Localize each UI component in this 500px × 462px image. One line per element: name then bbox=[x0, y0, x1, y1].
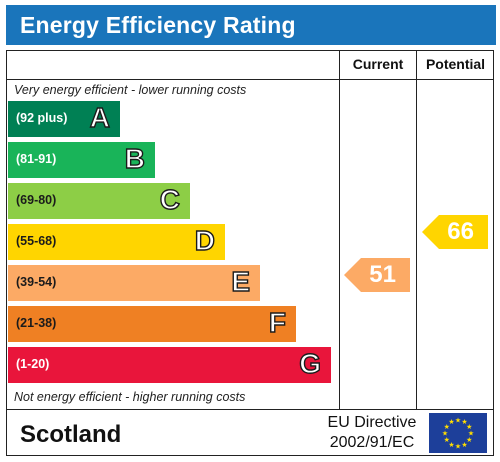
eu-star-icon: ★ bbox=[448, 418, 454, 426]
eu-star-icon: ★ bbox=[444, 423, 450, 431]
band-c-letter: C bbox=[159, 183, 181, 215]
eu-star-icon: ★ bbox=[455, 417, 461, 425]
band-a-range: (92 plus) bbox=[16, 111, 68, 125]
current-arrow-polygon bbox=[344, 258, 410, 292]
directive-line-1: EU Directive bbox=[327, 414, 417, 431]
band-d: (55-68) D bbox=[8, 224, 225, 260]
eu-star-icon: ★ bbox=[455, 443, 461, 451]
band-a: (92 plus) A bbox=[8, 101, 120, 137]
potential-rating-value: 66 bbox=[447, 218, 474, 245]
band-c-range: (69-80) bbox=[16, 193, 57, 207]
current-column-header: Current bbox=[352, 56, 404, 72]
current-rating-value: 51 bbox=[369, 261, 396, 288]
header-divider bbox=[6, 79, 494, 80]
band-b: (81-91) B bbox=[8, 142, 155, 178]
footer bbox=[6, 410, 494, 456]
band-e: (39-54) E bbox=[8, 265, 260, 301]
bottom-caption: Not energy efficient - higher running co… bbox=[14, 390, 246, 404]
eu-flag-icon: ★ ★ ★ ★ ★ ★ ★ ★ ★ ★ ★ ★ bbox=[429, 413, 487, 453]
band-g-letter: G bbox=[299, 347, 322, 379]
page-title: Energy Efficiency Rating bbox=[20, 12, 296, 38]
directive-line-2: 2002/91/EC bbox=[329, 434, 415, 451]
potential-rating-arrow: 66 bbox=[422, 215, 488, 249]
potential-arrow-polygon bbox=[422, 215, 488, 249]
band-f: (21-38) F bbox=[8, 306, 296, 342]
current-column-divider bbox=[339, 50, 340, 410]
band-c: (69-80) C bbox=[8, 183, 190, 219]
eu-star-icon: ★ bbox=[466, 423, 472, 431]
band-f-range: (21-38) bbox=[16, 316, 57, 330]
current-rating-arrow: 51 bbox=[344, 258, 410, 292]
top-caption: Very energy efficient - lower running co… bbox=[14, 83, 247, 97]
title-bar: Energy Efficiency Rating bbox=[6, 5, 496, 45]
band-b-letter: B bbox=[124, 142, 146, 174]
band-e-letter: E bbox=[231, 265, 251, 297]
band-e-range: (39-54) bbox=[16, 275, 57, 289]
potential-arrow-shape bbox=[422, 215, 488, 249]
eu-directive: EU Directive 2002/91/EC bbox=[322, 413, 422, 453]
rating-table bbox=[6, 50, 494, 410]
band-f-letter: F bbox=[268, 306, 287, 338]
eu-star-icon: ★ bbox=[461, 418, 467, 426]
region-label: Scotland bbox=[20, 421, 122, 448]
band-b-range: (81-91) bbox=[16, 152, 57, 166]
eu-star-icon: ★ bbox=[466, 436, 472, 444]
band-g-range: (1-20) bbox=[16, 357, 50, 371]
band-d-range: (55-68) bbox=[16, 234, 57, 248]
current-arrow-shape bbox=[344, 258, 410, 292]
eu-star-icon: ★ bbox=[468, 430, 474, 438]
eu-star-icon: ★ bbox=[444, 436, 450, 444]
potential-column-divider bbox=[416, 50, 417, 410]
potential-column-header: Potential bbox=[425, 56, 486, 72]
eu-star-icon: ★ bbox=[442, 430, 448, 438]
band-g: (1-20) G bbox=[8, 347, 331, 383]
band-d-letter: D bbox=[194, 224, 216, 256]
eu-star-icon: ★ bbox=[461, 441, 467, 449]
eu-stars-icon: ★★★★★★★★★ ★ ★★ bbox=[442, 417, 474, 451]
band-a-letter: A bbox=[89, 101, 111, 133]
eu-star-icon: ★ bbox=[448, 441, 454, 449]
